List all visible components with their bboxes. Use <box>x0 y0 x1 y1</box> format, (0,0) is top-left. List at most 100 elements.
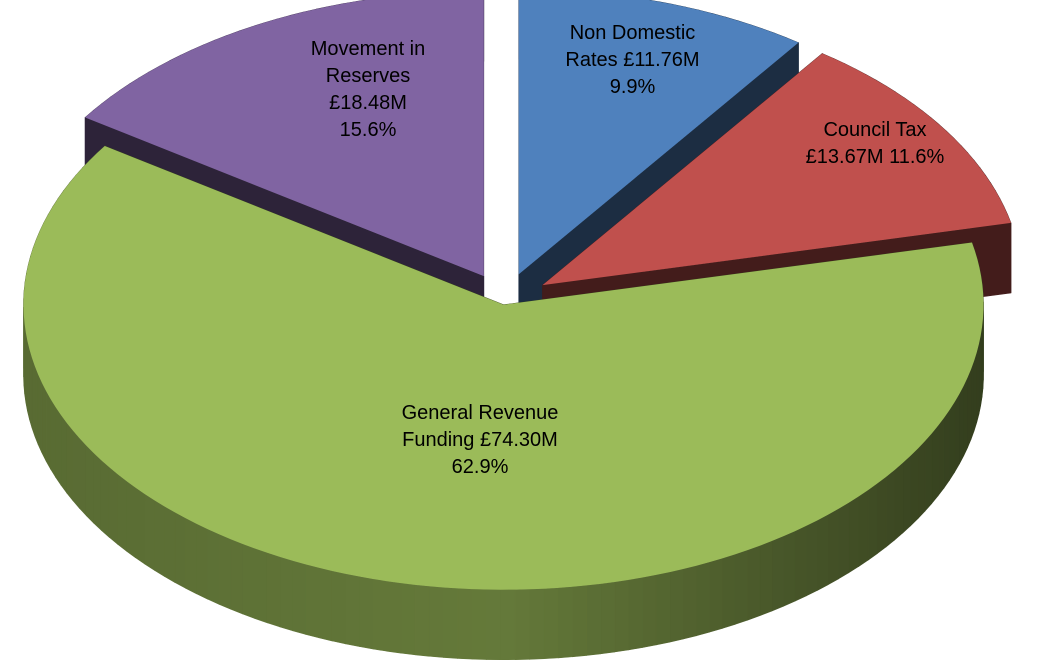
slice-side <box>500 589 516 661</box>
slice-side <box>910 447 919 527</box>
slice-side <box>31 357 36 437</box>
slice-side <box>79 437 87 517</box>
slice-side <box>806 519 818 597</box>
slice-side <box>722 553 736 629</box>
slice-side <box>817 514 829 591</box>
category-label: Council Tax <box>823 119 927 141</box>
slice-side <box>963 377 968 457</box>
slice-side <box>457 588 473 660</box>
slice-side <box>60 414 67 494</box>
slice-side <box>331 570 346 645</box>
slice-side <box>108 466 118 545</box>
slice-side <box>135 487 146 565</box>
slice-side <box>93 452 102 531</box>
slice-side <box>154 499 165 578</box>
slice-side <box>600 581 616 655</box>
slice-side <box>709 557 723 633</box>
slice-side <box>305 563 320 639</box>
slice-side <box>45 389 51 471</box>
slice-side <box>529 588 545 660</box>
slice-side <box>959 385 964 465</box>
slice-side <box>867 482 878 561</box>
slice-side <box>471 588 487 660</box>
slice-side <box>771 535 784 612</box>
slice-side <box>218 533 232 610</box>
slice-side <box>207 528 220 605</box>
slice-side <box>242 543 256 619</box>
slice-side <box>34 366 39 445</box>
slice-side <box>917 440 926 520</box>
slice-side <box>902 455 911 534</box>
slice-side <box>318 567 333 642</box>
slice-side <box>614 579 629 653</box>
slice-side <box>848 495 859 574</box>
category-label: Movement in Reserves <box>310 38 426 87</box>
slice-side <box>557 586 573 659</box>
slice-side <box>400 582 416 656</box>
slice-side <box>100 459 110 538</box>
slice-side <box>386 580 402 654</box>
slice-side <box>642 574 657 648</box>
pie-slice <box>85 0 484 277</box>
slice-side <box>967 369 972 448</box>
slice-side <box>628 577 643 651</box>
slice-side <box>954 392 960 474</box>
category-label: Non Domestic Rates <box>565 22 696 71</box>
slice-side <box>586 583 602 656</box>
slice-side <box>292 560 306 635</box>
slice-side <box>970 361 975 440</box>
slice-side <box>29 349 33 429</box>
slice-side <box>126 480 136 559</box>
slice-label: General Revenue Funding £74.30M 62.9% <box>370 400 590 481</box>
slice-side <box>747 545 761 621</box>
amount-label: £74.30M <box>480 429 558 451</box>
slice-side <box>924 432 933 512</box>
slice-side <box>72 429 80 509</box>
slice-side <box>27 341 30 420</box>
slice-side <box>66 421 74 502</box>
slice-side <box>543 587 559 660</box>
slice-side <box>973 352 977 432</box>
slice-side <box>85 444 94 524</box>
slice-side <box>894 462 904 541</box>
slice-side <box>50 398 56 479</box>
slice-side <box>266 552 281 628</box>
slice-side <box>443 587 459 659</box>
slice-side <box>876 476 887 555</box>
slice-side <box>174 511 186 589</box>
amount-label: £11.76M <box>623 49 700 71</box>
slice-side <box>345 573 360 647</box>
slice-side <box>949 401 955 482</box>
slice-side <box>144 493 155 571</box>
slice-side <box>486 589 502 661</box>
slice-side <box>230 538 243 615</box>
slice-side <box>428 585 444 658</box>
percent-label: 11.6% <box>889 146 945 168</box>
percent-label: 9.9% <box>609 76 656 98</box>
slice-side <box>655 571 671 646</box>
slice-side <box>372 578 388 652</box>
slice-side <box>254 548 268 624</box>
slice-side <box>514 588 530 660</box>
slice-side <box>976 344 980 423</box>
slice-side <box>783 530 796 607</box>
slice-side <box>41 382 47 462</box>
slice-side <box>794 525 807 602</box>
pie-slice <box>23 146 984 590</box>
slice-side <box>669 568 684 643</box>
slice-side <box>117 473 127 552</box>
slice-side <box>931 424 939 505</box>
pie-slice <box>518 0 799 275</box>
slice-side <box>414 584 430 657</box>
slice-label: Movement in Reserves £18.48M 15.6% <box>302 36 434 144</box>
amount-label: £13.67M <box>805 146 884 168</box>
slice-side <box>164 505 176 583</box>
slice-side <box>827 508 839 586</box>
percent-label: 15.6% <box>339 119 397 141</box>
slice-side <box>185 517 197 595</box>
slice-side <box>838 502 850 580</box>
category-label: General Revenue Funding <box>401 402 559 451</box>
slice-side <box>55 406 62 486</box>
